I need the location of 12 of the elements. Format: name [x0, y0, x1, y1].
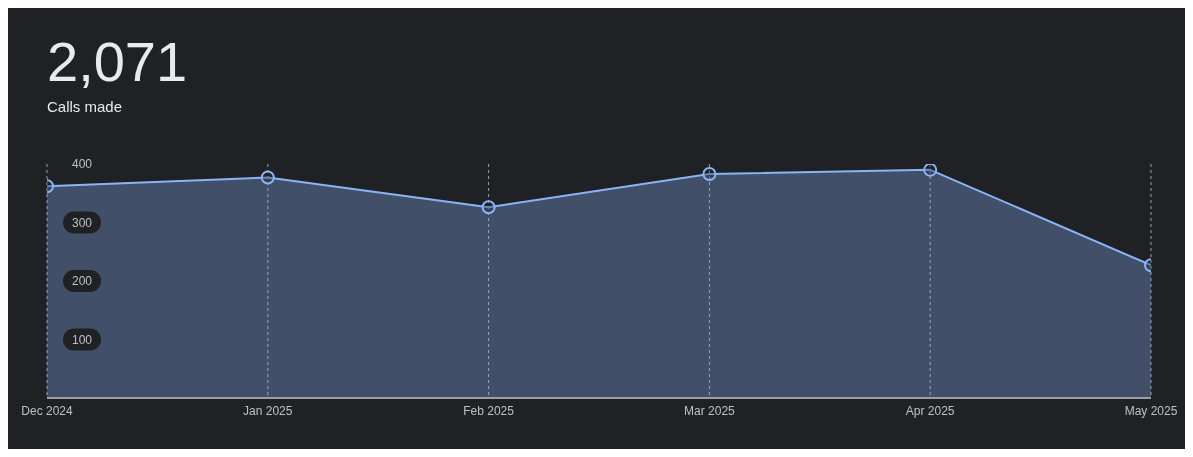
x-tick-label: Apr 2025	[905, 403, 955, 418]
chart-subtitle: Calls made	[47, 98, 123, 115]
y-tick-label: 300	[71, 215, 93, 230]
y-tick-label: 200	[71, 274, 93, 288]
y-tick-label: 400	[71, 157, 93, 171]
chart-title: 2,071	[47, 30, 188, 94]
y-tick-label: 100	[71, 332, 93, 347]
x-tick-label: May 2025	[1124, 403, 1178, 418]
x-tick-label: Dec 2024	[21, 403, 74, 418]
x-tick-label: Feb 2025	[463, 403, 515, 418]
x-tick-label: Jan 2025	[243, 403, 293, 418]
x-tick-label: Mar 2025	[684, 403, 736, 418]
